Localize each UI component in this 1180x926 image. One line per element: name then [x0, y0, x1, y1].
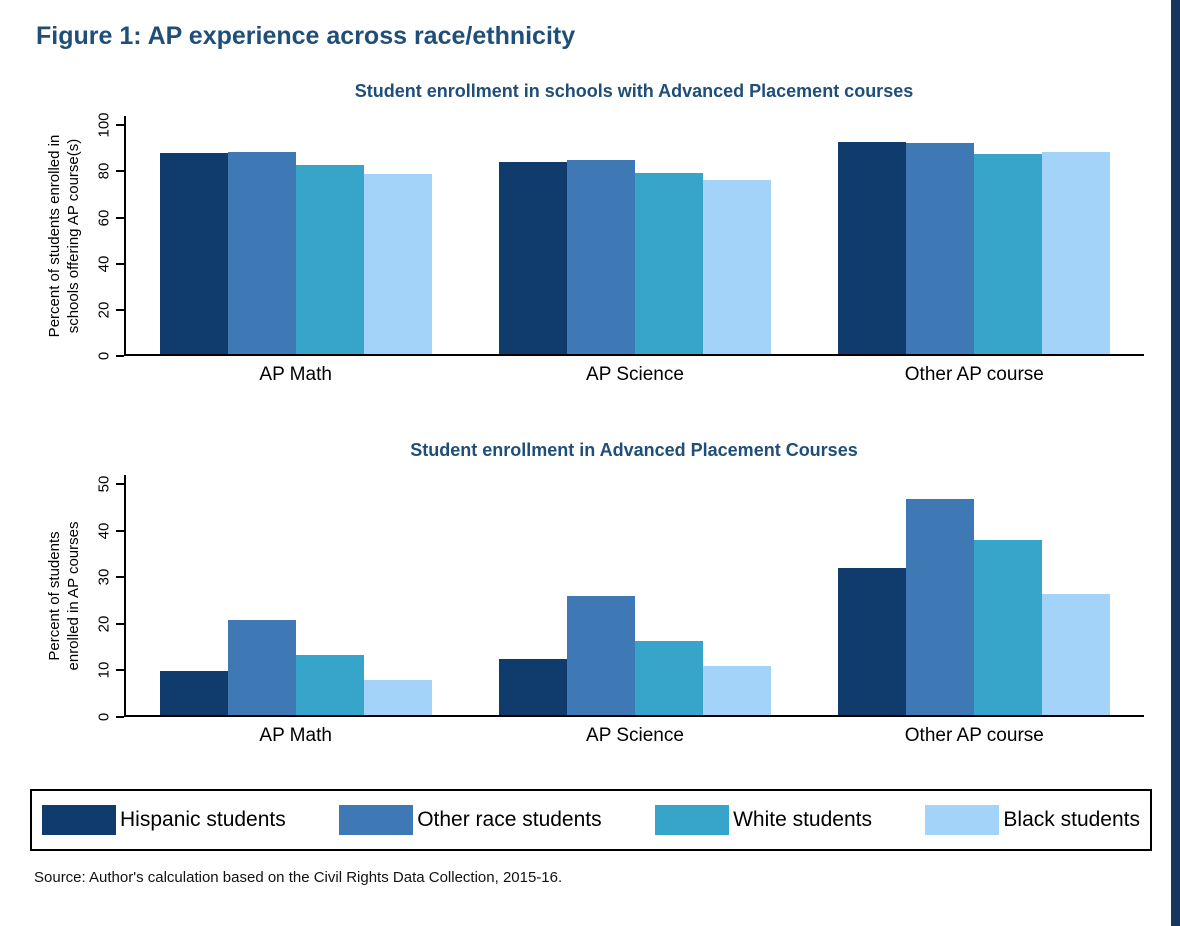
y-axis-label: Percent of students enrolled in schools … — [46, 134, 82, 338]
bar — [363, 174, 432, 354]
chart-body: Percent of students enrolled in AP cours… — [40, 475, 1144, 721]
x-category-label: Other AP course — [904, 725, 1044, 746]
chart-title: Student enrollment in Advanced Placement… — [410, 440, 858, 460]
bar — [159, 670, 228, 715]
legend-item: Black students — [925, 805, 1140, 835]
figure-title: Figure 1: AP experience across race/ethn… — [36, 22, 576, 50]
y-tick-mark — [116, 308, 124, 311]
chart-schools-offering-ap: Student enrollment in schools with Advan… — [40, 81, 1144, 386]
y-tick-mark — [116, 483, 124, 486]
bar-group-other-ap-course — [805, 141, 1144, 354]
y-tick-mark — [116, 576, 124, 579]
bar — [227, 619, 296, 715]
y-tick-mark — [116, 529, 124, 532]
y-tick-mark — [116, 216, 124, 219]
bar — [498, 162, 567, 354]
plot-area — [124, 116, 1144, 356]
legend-label: White students — [733, 808, 872, 831]
legend: Hispanic students Other race students Whit… — [30, 789, 1152, 851]
x-category-label: AP Science — [586, 725, 684, 746]
chart-title: Student enrollment in schools with Advan… — [354, 81, 914, 101]
x-category-label: AP Math — [259, 725, 332, 746]
x-axis-categories: AP Math AP Science Other AP course — [126, 364, 1144, 386]
plot-area — [124, 475, 1144, 717]
bar — [566, 596, 635, 715]
y-tick-mark — [116, 716, 124, 718]
y-tick-mark — [116, 262, 124, 265]
y-axis-label: Percent of students enrolled in AP cours… — [46, 521, 82, 671]
legend-swatch — [339, 805, 414, 835]
legend-item: Hispanic students — [42, 805, 286, 835]
bar-group-ap-math — [126, 152, 465, 354]
bar — [974, 540, 1043, 715]
bar — [702, 666, 771, 715]
x-category-label: AP Science — [586, 364, 684, 385]
y-axis-label-column: Percent of students enrolled in schools … — [40, 116, 88, 356]
legend-swatch — [42, 805, 116, 835]
bar — [498, 659, 567, 715]
bar — [838, 568, 907, 715]
bar — [159, 153, 228, 354]
y-axis-label-column: Percent of students enrolled in AP cours… — [40, 475, 88, 717]
legend-item: White students — [655, 805, 872, 835]
bar-group-other-ap-course — [805, 498, 1144, 715]
bar — [295, 654, 364, 715]
legend-label: Other race students — [417, 808, 602, 831]
legend-swatch — [655, 805, 730, 835]
y-axis-ticks: 0 10 20 30 40 50 — [88, 475, 124, 721]
legend-label: Hispanic students — [120, 808, 286, 831]
x-axis-categories: AP Math AP Science Other AP course — [126, 725, 1144, 747]
bar-group-ap-math — [126, 619, 465, 715]
y-tick-mark — [116, 124, 124, 127]
bar — [634, 640, 703, 715]
bar — [702, 179, 771, 354]
chart-enrollment-in-ap-courses: Student enrollment in Advanced Placement… — [40, 440, 1144, 747]
y-tick-mark — [116, 622, 124, 625]
x-category-label: AP Math — [259, 364, 332, 385]
bar — [566, 160, 635, 354]
bar — [363, 680, 432, 715]
y-tick-mark — [116, 355, 124, 357]
bar-group-ap-science — [465, 596, 804, 715]
right-edge-strip — [1171, 0, 1180, 926]
bar — [295, 164, 364, 354]
legend-label: Black students — [1003, 808, 1140, 831]
y-tick-mark — [116, 669, 124, 672]
bar — [227, 152, 296, 354]
bar — [634, 172, 703, 354]
bar — [906, 142, 975, 354]
chart-body: Percent of students enrolled in schools … — [40, 113, 1144, 360]
bar — [838, 141, 907, 354]
source-note: Source: Author's calculation based on th… — [34, 869, 563, 886]
bar — [1042, 152, 1111, 354]
bar — [906, 498, 975, 715]
legend-swatch — [925, 805, 1000, 835]
bar — [974, 154, 1043, 354]
legend-item: Other race students — [339, 805, 602, 835]
x-category-label: Other AP course — [904, 364, 1044, 385]
y-axis-ticks: 0 20 40 60 80 100 — [88, 113, 124, 360]
y-tick-mark — [116, 170, 124, 173]
bar-group-ap-science — [465, 160, 804, 354]
bar — [1042, 594, 1111, 715]
